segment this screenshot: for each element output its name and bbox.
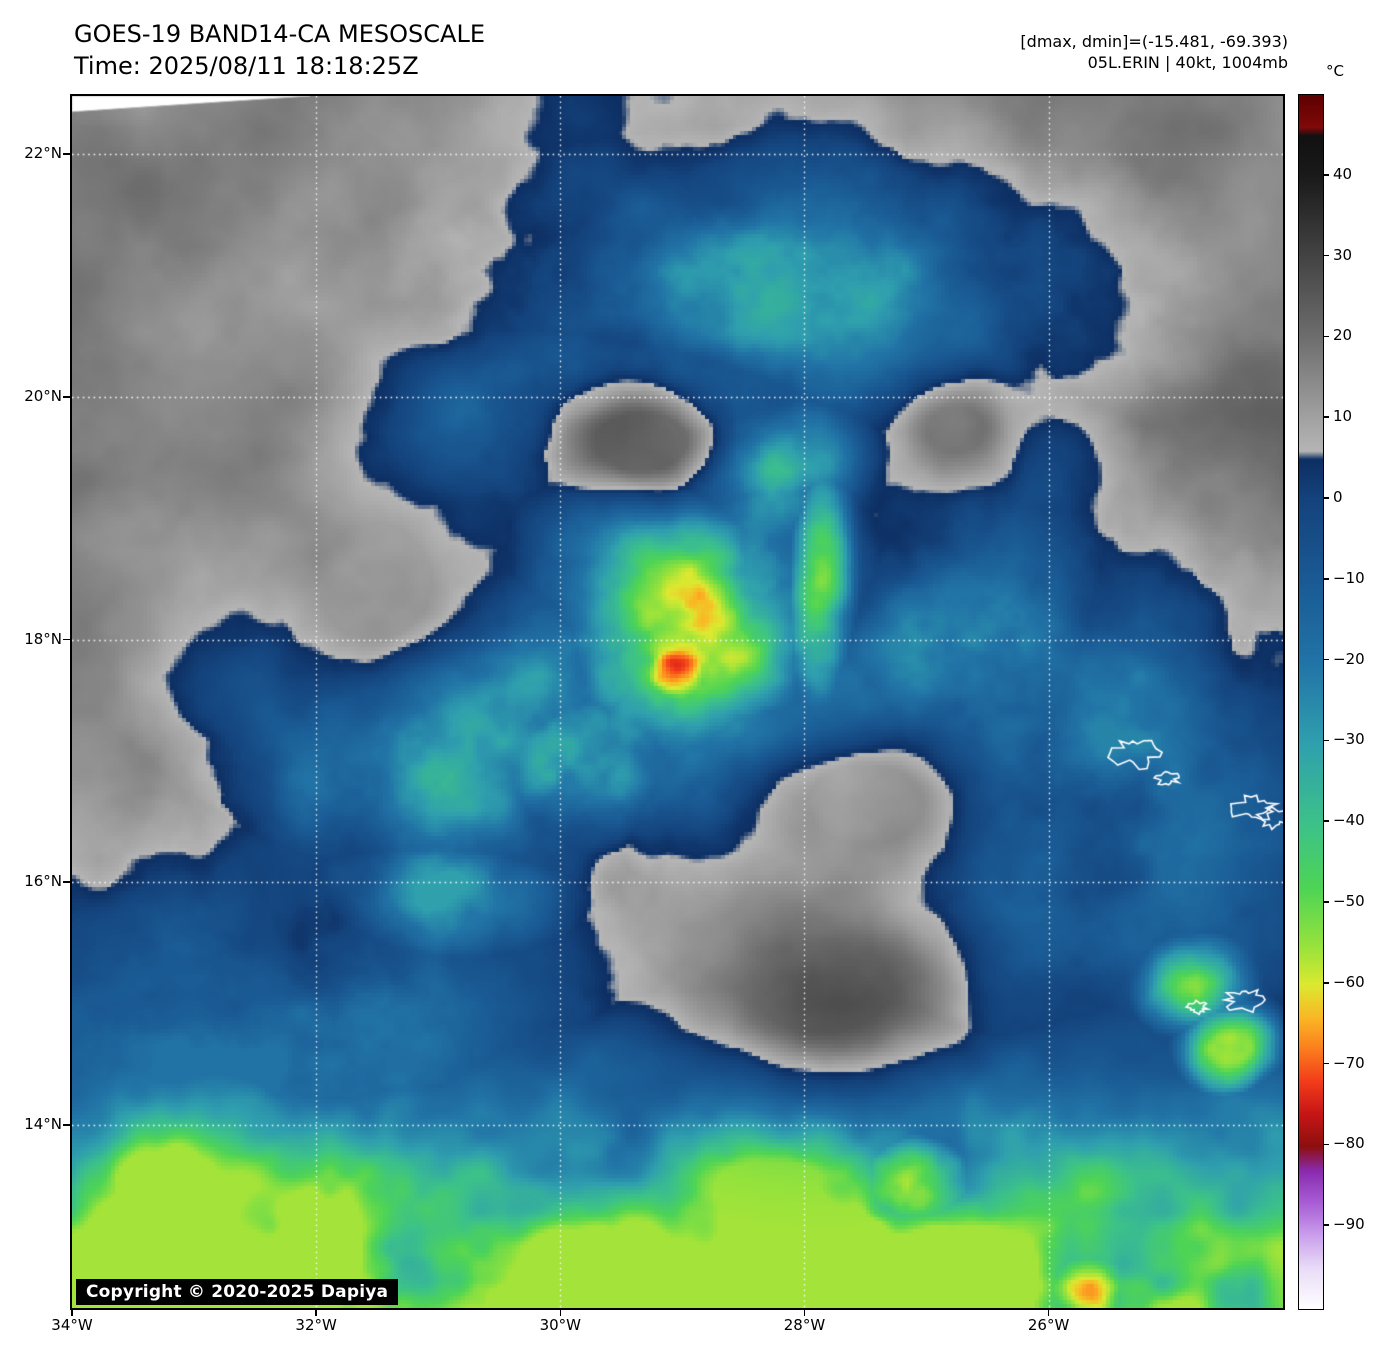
x-tick-label: 30°W bbox=[539, 1316, 581, 1334]
colorbar-tick-mark bbox=[1324, 982, 1329, 984]
x-tick-mark bbox=[559, 1310, 562, 1316]
x-tick-mark bbox=[71, 1310, 73, 1316]
x-tick-label: 28°W bbox=[783, 1316, 826, 1334]
storm-info: 05L.ERIN | 40kt, 1004mb bbox=[1087, 53, 1288, 72]
colorbar-tick-label: −80 bbox=[1333, 1134, 1365, 1153]
y-tick-mark bbox=[63, 153, 70, 155]
colorbar-tick-label: 0 bbox=[1333, 488, 1343, 506]
colorbar-tick-mark bbox=[1324, 174, 1329, 176]
copyright-badge: Copyright © 2020-2025 Dapiya bbox=[76, 1279, 399, 1305]
colorbar-tick-mark bbox=[1324, 416, 1329, 418]
colorbar-tick-mark bbox=[1324, 1062, 1329, 1065]
dmax-dmin-readout: [dmax, dmin]=(-15.481, -69.393) bbox=[1020, 32, 1288, 51]
colorbar-tick-label: −90 bbox=[1333, 1215, 1365, 1234]
colorbar-tick-mark bbox=[1324, 1224, 1329, 1226]
colorbar-tick-label: −10 bbox=[1333, 568, 1365, 587]
colorbar-tick-mark bbox=[1324, 739, 1329, 742]
page-title: GOES-19 BAND14-CA MESOSCALE bbox=[74, 20, 485, 48]
colorbar-canvas bbox=[1299, 95, 1323, 1309]
colorbar-tick-label: 10 bbox=[1333, 407, 1353, 426]
y-tick-mark bbox=[63, 1124, 70, 1126]
colorbar-tick-label: 40 bbox=[1333, 164, 1353, 183]
colorbar-tick-label: −40 bbox=[1333, 811, 1365, 830]
colorbar-tick-mark bbox=[1324, 901, 1329, 903]
colorbar-tick-label: −60 bbox=[1333, 972, 1365, 991]
y-tick-label: 18°N bbox=[24, 629, 62, 648]
y-tick-label: 22°N bbox=[24, 144, 62, 163]
colorbar-tick-mark bbox=[1324, 578, 1329, 580]
colorbar-tick-mark bbox=[1324, 658, 1329, 661]
x-tick-label: 26°W bbox=[1027, 1316, 1070, 1334]
colorbar-tick-mark bbox=[1324, 254, 1329, 257]
colorbar-tick-mark bbox=[1324, 335, 1329, 338]
colorbar-tick-mark bbox=[1324, 497, 1329, 499]
map-plot-area: Copyright © 2020-2025 Dapiya bbox=[70, 94, 1285, 1310]
header-meta: [dmax, dmin]=(-15.481, -69.393) 05L.ERIN… bbox=[1020, 31, 1288, 73]
colorbar-unit-label: °C bbox=[1326, 62, 1344, 80]
colorbar-tick-label: −50 bbox=[1333, 892, 1365, 910]
x-tick-mark bbox=[1047, 1310, 1050, 1316]
timestamp: Time: 2025/08/11 18:18:25Z bbox=[74, 52, 419, 80]
colorbar-tick-label: −20 bbox=[1333, 649, 1365, 668]
colorbar-tick-label: 20 bbox=[1333, 326, 1353, 345]
x-tick-mark bbox=[315, 1310, 317, 1316]
y-tick-label: 14°N bbox=[24, 1114, 62, 1133]
x-tick-label: 32°W bbox=[295, 1316, 337, 1334]
x-tick-mark bbox=[803, 1310, 806, 1316]
y-tick-mark bbox=[63, 881, 70, 883]
colorbar-tick-label: −30 bbox=[1333, 730, 1365, 749]
colorbar-tick-label: −70 bbox=[1333, 1053, 1365, 1072]
y-tick-mark bbox=[63, 638, 70, 641]
colorbar bbox=[1298, 94, 1324, 1310]
colorbar-tick-label: 30 bbox=[1333, 245, 1353, 264]
y-tick-mark bbox=[63, 396, 70, 398]
y-tick-label: 16°N bbox=[24, 872, 62, 891]
y-tick-label: 20°N bbox=[24, 386, 62, 405]
colorbar-tick-mark bbox=[1324, 820, 1329, 822]
satellite-canvas bbox=[72, 96, 1283, 1308]
x-tick-label: 34°W bbox=[51, 1316, 93, 1334]
colorbar-tick-mark bbox=[1324, 1143, 1329, 1146]
